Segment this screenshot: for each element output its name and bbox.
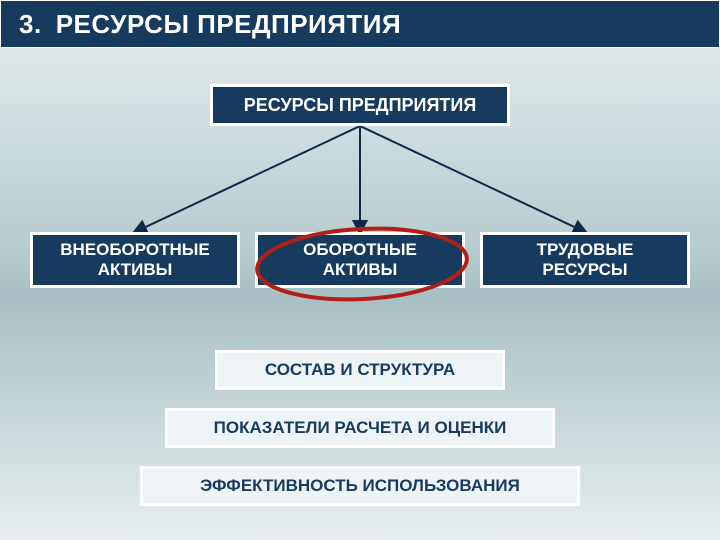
root-label: РЕСУРСЫ ПРЕДПРИЯТИЯ bbox=[244, 95, 477, 116]
row-efficiency: ЭФФЕКТИВНОСТЬ ИСПОЛЬЗОВАНИЯ bbox=[140, 466, 580, 506]
row-indicators: ПОКАЗАТЕЛИ РАСЧЕТА И ОЦЕНКИ bbox=[165, 408, 555, 448]
slide-header: 3. РЕСУРСЫ ПРЕДПРИЯТИЯ bbox=[0, 0, 720, 48]
branch-row: ВНЕОБОРОТНЫЕ АКТИВЫ ОБОРОТНЫЕ АКТИВЫ ТРУ… bbox=[0, 232, 720, 288]
row-label: ЭФФЕКТИВНОСТЬ ИСПОЛЬЗОВАНИЯ bbox=[200, 476, 520, 496]
branch-labor-resources: ТРУДОВЫЕ РЕСУРСЫ bbox=[480, 232, 690, 288]
branch-current-assets: ОБОРОТНЫЕ АКТИВЫ bbox=[255, 232, 465, 288]
header-title: РЕСУРСЫ ПРЕДПРИЯТИЯ bbox=[56, 9, 402, 40]
row-label: ПОКАЗАТЕЛИ РАСЧЕТА И ОЦЕНКИ bbox=[214, 418, 507, 438]
branch-label: ОБОРОТНЫЕ АКТИВЫ bbox=[303, 240, 417, 281]
root-node: РЕСУРСЫ ПРЕДПРИЯТИЯ bbox=[210, 84, 510, 126]
branch-label: ТРУДОВЫЕ РЕСУРСЫ bbox=[537, 240, 634, 281]
branch-non-current-assets: ВНЕОБОРОТНЫЕ АКТИВЫ bbox=[30, 232, 240, 288]
row-composition-structure: СОСТАВ И СТРУКТУРА bbox=[215, 350, 505, 390]
row-label: СОСТАВ И СТРУКТУРА bbox=[265, 360, 455, 380]
branch-label: ВНЕОБОРОТНЫЕ АКТИВЫ bbox=[60, 240, 210, 281]
header-number: 3. bbox=[19, 9, 42, 40]
